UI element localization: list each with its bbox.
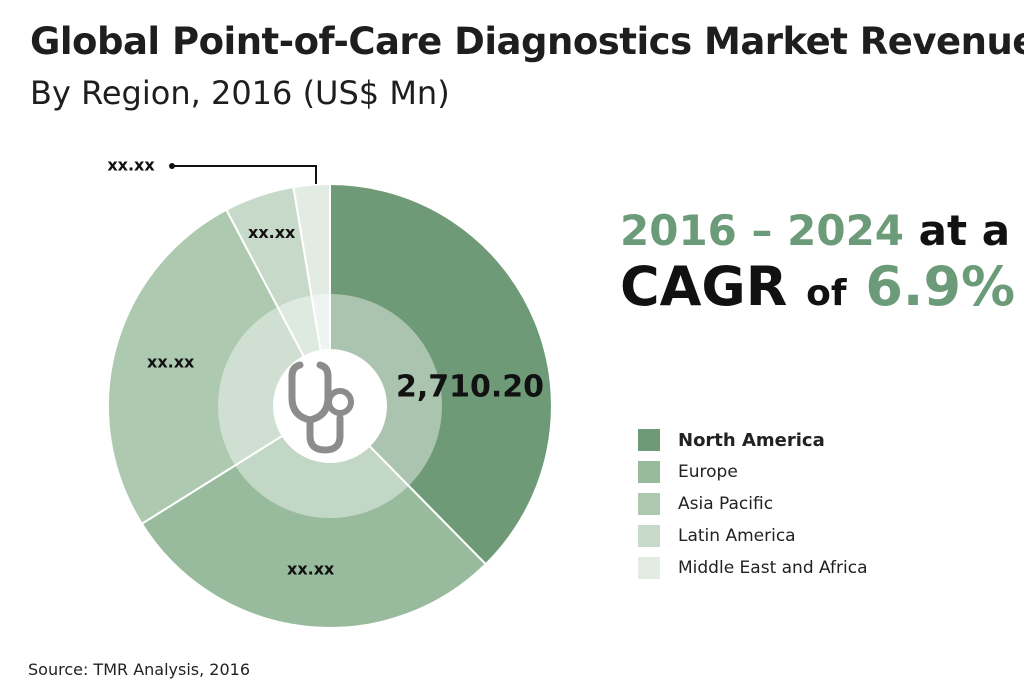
legend-label: Europe bbox=[678, 462, 738, 482]
data-label-north-america: 2,710.20 bbox=[396, 370, 544, 405]
data-label-middle-east-and-africa: xx.xx bbox=[107, 156, 155, 175]
legend-item-north-america: North America bbox=[638, 424, 868, 456]
legend-swatch bbox=[638, 557, 660, 579]
cagr-of: of bbox=[806, 273, 847, 314]
legend-item-europe: Europe bbox=[638, 456, 868, 488]
legend-item-latin-america: Latin America bbox=[638, 520, 868, 552]
data-label-latin-america: xx.xx bbox=[248, 223, 296, 242]
callout-line bbox=[169, 163, 317, 184]
cagr-callout: 2016 – 2024 at a CAGR of 6.9% bbox=[620, 206, 1015, 318]
data-label-asia-pacific: xx.xx bbox=[147, 353, 195, 372]
pie-slice-north-america bbox=[329, 182, 553, 566]
legend-swatch bbox=[638, 461, 660, 483]
source-note: Source: TMR Analysis, 2016 bbox=[28, 660, 251, 679]
cagr-years: 2016 – 2024 bbox=[620, 206, 905, 255]
legend-swatch bbox=[638, 429, 660, 451]
legend-item-asia-pacific: Asia Pacific bbox=[638, 488, 868, 520]
cagr-label: CAGR bbox=[620, 255, 788, 318]
cagr-at-a: at a bbox=[918, 206, 1011, 255]
legend-label: Latin America bbox=[678, 526, 796, 546]
chart-legend: North America Europe Asia Pacific Latin Ame… bbox=[638, 424, 868, 584]
legend-label: Middle East and Africa bbox=[678, 558, 868, 578]
pie-slice-europe bbox=[140, 404, 488, 629]
legend-label: Asia Pacific bbox=[678, 494, 774, 514]
legend-item-middle-east-and-africa: Middle East and Africa bbox=[638, 552, 868, 584]
pie-slice-asia-pacific bbox=[106, 208, 332, 526]
legend-label: North America bbox=[678, 429, 825, 451]
cagr-rate: 6.9% bbox=[865, 255, 1016, 318]
legend-swatch bbox=[638, 525, 660, 547]
stethoscope-icon bbox=[288, 361, 354, 454]
chart-title: Global Point-of-Care Diagnostics Market … bbox=[30, 20, 1024, 63]
data-label-europe: xx.xx bbox=[287, 559, 335, 578]
legend-swatch bbox=[638, 493, 660, 515]
chart-subtitle: By Region, 2016 (US$ Mn) bbox=[30, 74, 450, 112]
